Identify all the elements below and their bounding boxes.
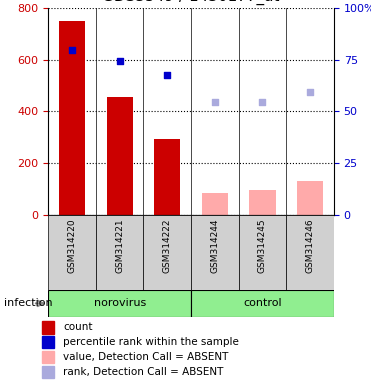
Title: GDS3549 / 1430177_at: GDS3549 / 1430177_at [102,0,280,5]
Point [307,89,313,95]
Text: GSM314246: GSM314246 [306,219,315,273]
Point [116,58,122,64]
Text: norovirus: norovirus [93,298,146,308]
Bar [239,215,286,290]
Bar [48,290,191,317]
Bar [59,21,85,215]
Text: infection: infection [4,298,52,308]
Bar [249,190,276,215]
Bar [154,139,180,215]
Point [69,47,75,53]
Bar [42,351,54,363]
Text: rank, Detection Call = ABSENT: rank, Detection Call = ABSENT [63,367,223,377]
Bar [42,336,54,349]
Bar [297,181,323,215]
Bar [42,366,54,378]
Bar [144,215,191,290]
Bar [106,97,133,215]
Point [212,99,218,105]
Text: GSM314221: GSM314221 [115,219,124,273]
Text: GSM314222: GSM314222 [163,219,172,273]
Text: GSM314220: GSM314220 [68,219,76,273]
Text: value, Detection Call = ABSENT: value, Detection Call = ABSENT [63,352,229,362]
Bar [191,215,239,290]
Text: control: control [243,298,282,308]
Text: GSM314244: GSM314244 [210,219,219,273]
Point [259,99,265,105]
Text: GSM314245: GSM314245 [258,219,267,273]
Bar [42,321,54,334]
Text: count: count [63,322,93,332]
Bar [286,215,334,290]
Bar [96,215,144,290]
Text: percentile rank within the sample: percentile rank within the sample [63,337,239,347]
Point [164,72,170,78]
Bar [191,290,334,317]
Bar [48,215,96,290]
Bar [202,193,228,215]
